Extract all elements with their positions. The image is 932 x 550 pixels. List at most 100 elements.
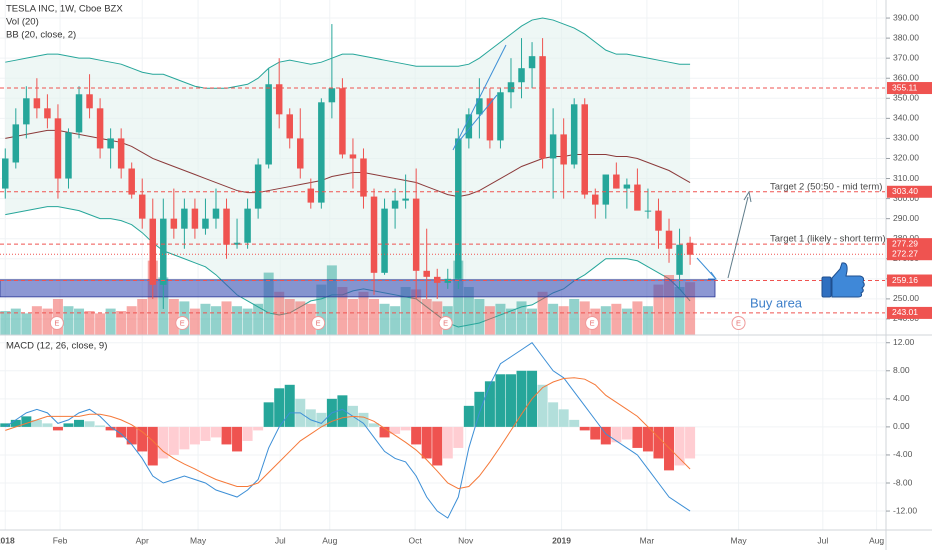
- candle-body: [391, 200, 399, 209]
- candle-body: [423, 270, 430, 277]
- earnings-label: E: [316, 318, 321, 327]
- y-tick-label: 4.00: [893, 393, 910, 403]
- volume-bar: [579, 301, 590, 335]
- volume-bar: [463, 287, 474, 335]
- axes: 2018 Feb Apr May Jul Aug Oct Nov 2019 Mar May Jul Au…: [0, 12, 932, 545]
- candle-body: [433, 276, 441, 283]
- histogram-bar: [548, 402, 559, 427]
- volume-bar: [42, 308, 53, 335]
- level-label: 259.16: [892, 275, 918, 285]
- indicator-label: MACD (12, 26, close, 9): [6, 341, 107, 352]
- volume-bar: [505, 308, 516, 335]
- volume-bar: [105, 308, 116, 335]
- histogram-bar: [474, 391, 485, 427]
- histogram-bar: [95, 425, 106, 427]
- histogram-bar: [147, 426, 158, 466]
- volume-bar: [548, 303, 559, 335]
- histogram-bar: [63, 423, 74, 427]
- candle-body: [297, 138, 304, 169]
- histogram-bar: [621, 426, 632, 440]
- volume-bar: [358, 291, 369, 335]
- candle-body: [549, 134, 557, 159]
- candle-body: [455, 138, 462, 279]
- volume-bar: [263, 272, 274, 335]
- candle-body: [286, 114, 293, 139]
- histogram-bar: [242, 426, 253, 441]
- histogram-bar: [74, 419, 85, 427]
- histogram-bar: [179, 426, 190, 450]
- candle-body: [96, 108, 104, 149]
- volume-bar: [200, 303, 211, 335]
- y-tick-label: 320.00: [893, 153, 919, 163]
- volume-bar: [642, 306, 653, 335]
- candle-body: [444, 278, 452, 283]
- macd-pane: [0, 342, 696, 519]
- earnings-label: E: [180, 318, 185, 327]
- candle-body: [328, 88, 336, 103]
- volume-bar: [347, 299, 358, 335]
- candle-body: [655, 210, 662, 231]
- x-tick-label: Feb: [53, 535, 68, 545]
- candle-body: [539, 56, 546, 159]
- candle-body: [128, 168, 135, 195]
- histogram-bar: [369, 423, 380, 427]
- level-badge: [887, 185, 932, 198]
- indicator-label: Vol (20): [6, 17, 39, 28]
- volume-bar: [221, 301, 232, 335]
- histogram-bar: [200, 426, 211, 441]
- histogram-bar: [579, 426, 590, 431]
- candle-body: [602, 174, 610, 205]
- histogram-bar: [305, 409, 316, 427]
- histogram-bar: [168, 426, 179, 455]
- volume-bar: [95, 313, 106, 335]
- level-label: 243.01: [892, 307, 918, 317]
- histogram-bar: [52, 426, 63, 431]
- candle-body: [86, 94, 93, 109]
- volume-bar: [316, 284, 327, 335]
- bb-line: [5, 17, 691, 89]
- volume-bar: [369, 299, 380, 335]
- candle-body: [370, 196, 378, 273]
- volume-bar: [453, 260, 464, 335]
- candle-body: [44, 108, 51, 119]
- histogram-bar: [674, 426, 685, 466]
- arrow-head: [708, 271, 717, 280]
- y-tick-label: 290.00: [893, 213, 919, 223]
- candle-body: [623, 184, 631, 189]
- volume-bar: [516, 301, 527, 335]
- volume-bar: [653, 284, 664, 335]
- volume-bar: [527, 308, 538, 335]
- histogram-bar: [274, 388, 285, 427]
- level-badge: [887, 82, 932, 95]
- volume-bar: [305, 303, 316, 335]
- candle-body: [65, 132, 72, 179]
- y-tick-label: -12.00: [893, 505, 917, 515]
- candle-body: [2, 158, 9, 189]
- level-label: 277.29: [892, 238, 918, 248]
- histogram-bar: [611, 426, 622, 443]
- histogram-bar: [42, 423, 53, 427]
- volume-bar: [326, 265, 337, 335]
- candle-body: [202, 218, 209, 229]
- x-tick-label: Oct: [408, 535, 422, 545]
- x-tick-label: Aug: [869, 535, 884, 545]
- annotation: Target 2 (50:50 - mid term): [770, 182, 882, 193]
- histogram-bar: [10, 419, 21, 427]
- histogram-bar: [221, 426, 232, 445]
- candle-body: [212, 208, 220, 219]
- volume-bar: [232, 306, 243, 335]
- macd-line: [4, 342, 691, 519]
- y-tick-label: 280.00: [893, 233, 919, 243]
- histogram-bar: [21, 416, 32, 427]
- y-tick-label: 300.00: [893, 193, 919, 203]
- candle-body: [138, 194, 146, 219]
- y-tick-label: 350.00: [893, 93, 919, 103]
- volume-bar: [137, 299, 148, 335]
- candle-body: [160, 218, 167, 285]
- candle-body: [686, 242, 694, 255]
- candle-body: [275, 84, 283, 115]
- histogram-bar: [632, 426, 643, 448]
- y-tick-label: 390.00: [893, 12, 919, 22]
- candle-body: [265, 84, 272, 165]
